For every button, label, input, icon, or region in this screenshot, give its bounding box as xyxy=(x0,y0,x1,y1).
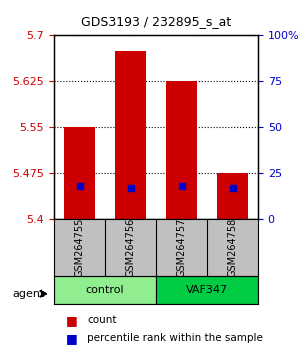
Bar xyxy=(166,81,197,219)
Bar xyxy=(64,127,95,219)
Text: GSM264756: GSM264756 xyxy=(125,218,136,278)
Text: GSM264755: GSM264755 xyxy=(74,218,85,278)
Text: percentile rank within the sample: percentile rank within the sample xyxy=(87,333,263,343)
Bar xyxy=(115,51,146,219)
Text: GSM264757: GSM264757 xyxy=(176,218,187,278)
FancyBboxPatch shape xyxy=(54,276,156,304)
Text: GDS3193 / 232895_s_at: GDS3193 / 232895_s_at xyxy=(81,15,231,28)
Text: GSM264758: GSM264758 xyxy=(227,218,238,278)
Text: ■: ■ xyxy=(66,314,78,327)
FancyBboxPatch shape xyxy=(156,276,258,304)
Text: ■: ■ xyxy=(66,332,78,344)
Text: control: control xyxy=(86,285,124,295)
Text: agent: agent xyxy=(12,289,44,299)
Text: count: count xyxy=(87,315,116,325)
Text: VAF347: VAF347 xyxy=(186,285,228,295)
Bar xyxy=(217,173,248,219)
